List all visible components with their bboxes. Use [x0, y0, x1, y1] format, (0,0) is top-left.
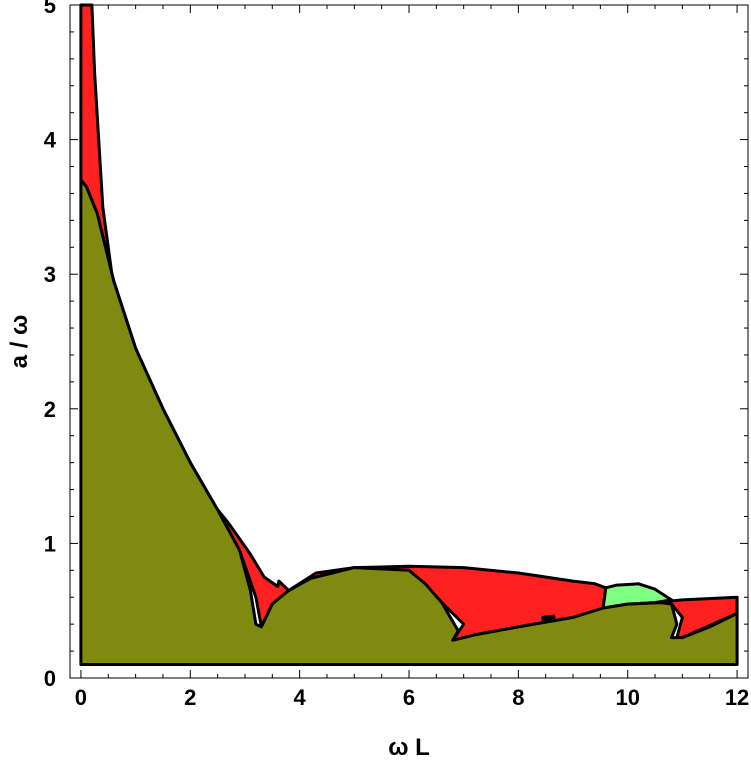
- y-tick-label: 2: [44, 397, 56, 422]
- x-tick-label: 4: [294, 685, 307, 710]
- x-tick-label: 2: [184, 685, 196, 710]
- plot-regions: [79, 3, 739, 666]
- x-axis: 0 2 4 6 8 10 12: [75, 5, 749, 710]
- y-axis-label: a / ω: [6, 315, 33, 369]
- x-tick-label: 0: [75, 685, 87, 710]
- region-green: [601, 582, 673, 610]
- y-tick-label: 0: [44, 666, 56, 691]
- x-tick-label: 6: [403, 685, 415, 710]
- x-tick-label: 8: [512, 685, 524, 710]
- y-tick-label: 3: [44, 262, 56, 287]
- region-olive: [79, 178, 739, 666]
- y-tick-label: 5: [44, 0, 56, 18]
- y-tick-label: 1: [44, 531, 56, 556]
- y-tick-label: 4: [44, 128, 57, 153]
- y-axis: 0 1 2 3 4 5: [44, 0, 748, 691]
- region-black: [541, 614, 556, 622]
- x-tick-label: 12: [725, 685, 749, 710]
- x-axis-label: ω L: [388, 734, 430, 761]
- x-tick-label: 10: [615, 685, 639, 710]
